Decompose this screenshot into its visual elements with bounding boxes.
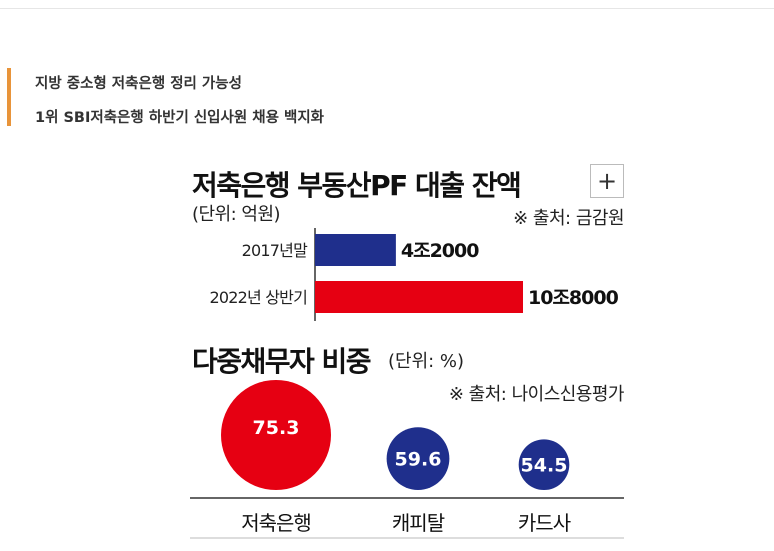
- infographic: 저축은행 부동산PF 대출 잔액 + (단위: 억원) ※ 출처: 금감원 20…: [182, 152, 632, 544]
- bubble: [221, 380, 331, 490]
- bar: [315, 234, 396, 266]
- bubble-category-label: 캐피탈: [392, 511, 445, 535]
- bar: [315, 281, 523, 313]
- chart2-title: 다중채무자 비중: [192, 345, 372, 378]
- bubble-category-label: 카드사: [518, 511, 571, 535]
- summary-line-1: 지방 중소형 저축은행 정리 가능성: [35, 76, 242, 92]
- bubble-category-label: 저축은행: [241, 511, 311, 535]
- chart1-unit: (단위: 억원): [192, 204, 281, 225]
- expand-plus-icon[interactable]: +: [590, 164, 624, 198]
- bubble-value-label: 59.6: [395, 449, 442, 471]
- chart2-unit: (단위: %): [388, 351, 465, 372]
- summary-accent-bar: [7, 68, 11, 126]
- bubble: [518, 439, 570, 490]
- chart1-source: ※ 출처: 금감원: [513, 208, 624, 229]
- multi-debtor-bubble-chart: 75.3 저축은행 59.6 캐피탈 54.5 카드사: [190, 380, 624, 539]
- bar-value-label: 10조8000: [528, 287, 619, 309]
- chart2-source: ※ 출처: 나이스신용평가: [448, 384, 625, 405]
- bar-category-label: 2017년말: [242, 241, 308, 260]
- bubble-value-label: 75.3: [253, 417, 300, 439]
- bubble-value-label: 54.5: [521, 455, 568, 477]
- bar-value-label: 4조2000: [401, 240, 479, 262]
- bubble: [386, 427, 450, 490]
- summary-line-2: 1위 SBI저축은행 하반기 신입사원 채용 백지화: [35, 110, 324, 126]
- top-divider: [0, 8, 774, 9]
- bar-category-label: 2022년 상반기: [210, 288, 308, 307]
- pf-loan-bar-chart: 2017년말 4조2000 2022년 상반기 10조8000: [210, 228, 620, 321]
- chart1-title: 저축은행 부동산PF 대출 잔액: [192, 169, 522, 202]
